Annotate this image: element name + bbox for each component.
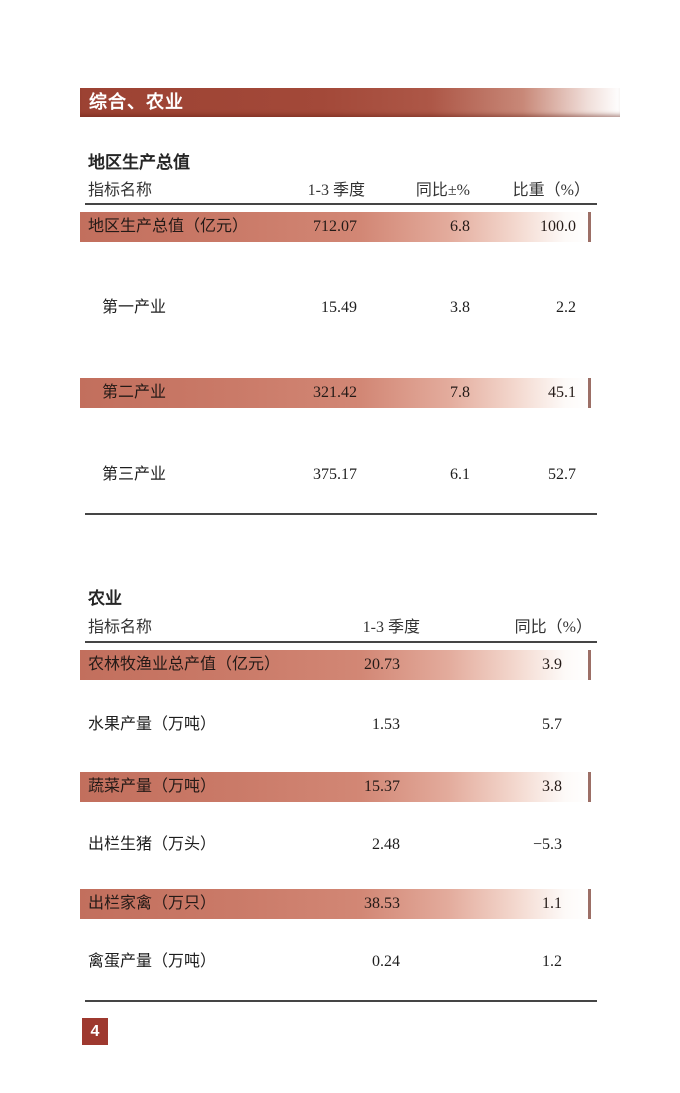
column-header-yoy: 同比（%） — [514, 619, 592, 636]
column-header-quarter: 1-3 季度 — [307, 182, 365, 199]
row-value-quarter: 15.37 — [364, 778, 400, 795]
column-header-share: 比重（%） — [512, 182, 590, 199]
row-label: 出栏生猪（万头） — [88, 836, 217, 853]
row-value-share: 45.1 — [548, 384, 576, 401]
row-label: 地区生产总值（亿元） — [88, 218, 249, 235]
table2-title: 农业 — [88, 589, 122, 608]
row-value-share: 100.0 — [540, 218, 576, 235]
row-value-quarter: 0.24 — [372, 953, 400, 970]
banner-title: 综合、农业 — [89, 92, 184, 112]
table1-header-row: 指标名称 1-3 季度 同比±% 比重（%） — [80, 179, 620, 203]
column-header-quarter: 1-3 季度 — [362, 619, 420, 636]
row-value-quarter: 38.53 — [364, 895, 400, 912]
row-value-yoy: 6.8 — [450, 218, 470, 235]
row-value-quarter: 712.07 — [313, 218, 357, 235]
column-header-indicator: 指标名称 — [88, 619, 153, 636]
page-number-box: 4 — [82, 1018, 108, 1045]
row-value-yoy: 6.1 — [450, 466, 470, 483]
row-value-yoy: 3.8 — [542, 778, 562, 795]
row-value-yoy: −5.3 — [532, 836, 562, 853]
row-value-quarter: 20.73 — [364, 656, 400, 673]
row-label: 第二产业 — [102, 384, 167, 401]
table2-header-rule — [85, 641, 597, 643]
row-value-quarter: 375.17 — [313, 466, 357, 483]
table-row-fruit: 水果产量（万吨） 1.53 5.7 — [80, 710, 620, 740]
row-value-yoy: 3.9 — [542, 656, 562, 673]
table1-header-rule — [85, 203, 597, 205]
table1-title: 地区生产总值 — [88, 153, 190, 172]
row-value-yoy: 5.7 — [542, 716, 562, 733]
row-value-quarter: 321.42 — [313, 384, 357, 401]
row-value-quarter: 2.48 — [372, 836, 400, 853]
row-value-yoy: 3.8 — [450, 299, 470, 316]
row-value-share: 2.2 — [556, 299, 576, 316]
row-label: 第一产业 — [102, 299, 167, 316]
table1-bottom-rule — [85, 513, 597, 515]
table-row-tertiary-industry: 第三产业 375.17 6.1 52.7 — [80, 460, 620, 490]
table-row-vegetable: 蔬菜产量（万吨） 15.37 3.8 — [80, 772, 620, 802]
table-row-primary-industry: 第一产业 15.49 3.8 2.2 — [80, 293, 620, 323]
row-label: 农林牧渔业总产值（亿元） — [88, 656, 281, 673]
table-row-agri-output: 农林牧渔业总产值（亿元） 20.73 3.9 — [80, 650, 620, 680]
table2-bottom-rule — [85, 1000, 597, 1002]
table-row-poultry: 出栏家禽（万只） 38.53 1.1 — [80, 889, 620, 919]
table-row-hogs: 出栏生猪（万头） 2.48 −5.3 — [80, 830, 620, 860]
section-banner: 综合、农业 — [80, 88, 620, 117]
row-value-quarter: 15.49 — [321, 299, 357, 316]
table2-header-row: 指标名称 1-3 季度 同比（%） — [80, 616, 620, 640]
row-label: 禽蛋产量（万吨） — [88, 953, 217, 970]
row-value-yoy: 7.8 — [450, 384, 470, 401]
row-value-quarter: 1.53 — [372, 716, 400, 733]
row-label: 出栏家禽（万只） — [88, 895, 217, 912]
row-value-yoy: 1.2 — [542, 953, 562, 970]
table-row-gdp-total: 地区生产总值（亿元） 712.07 6.8 100.0 — [80, 212, 620, 242]
table-row-eggs: 禽蛋产量（万吨） 0.24 1.2 — [80, 947, 620, 977]
row-value-share: 52.7 — [548, 466, 576, 483]
table-row-secondary-industry: 第二产业 321.42 7.8 45.1 — [80, 378, 620, 408]
row-label: 蔬菜产量（万吨） — [88, 778, 217, 795]
column-header-indicator: 指标名称 — [88, 182, 153, 199]
row-value-yoy: 1.1 — [542, 895, 562, 912]
row-label: 水果产量（万吨） — [88, 716, 217, 733]
column-header-yoy: 同比±% — [415, 182, 470, 199]
row-label: 第三产业 — [102, 466, 167, 483]
